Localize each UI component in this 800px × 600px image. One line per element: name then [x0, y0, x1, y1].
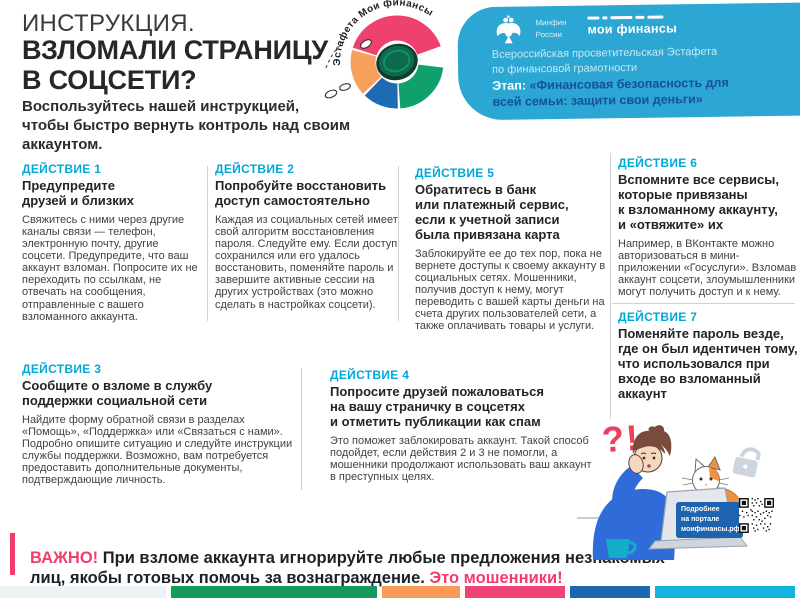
action-7-title: Поменяйте пароль везде, где он был идент…	[618, 326, 798, 401]
divider	[612, 303, 795, 304]
action-6-body: Например, в ВКонтакте можно авторизовать…	[618, 237, 797, 299]
brand-name: мои финансы	[587, 21, 678, 37]
relay-logo: Эстафета Мои финансы	[324, 0, 444, 109]
action-6-label: ДЕЙСТВИЕ 6	[618, 156, 698, 170]
stripe-segment	[382, 586, 460, 598]
action-card-2: ДЕЙСТВИЕ 2 Попробуйте восстановить досту…	[215, 162, 405, 311]
ministry-name: Минфин России	[535, 17, 567, 39]
action-2-label: ДЕЙСТВИЕ 2	[215, 162, 295, 176]
action-4-title: Попросите друзей пожаловаться на вашу ст…	[330, 384, 544, 429]
action-2-title: Попробуйте восстановить доступ самостоят…	[215, 178, 387, 208]
dashed-trail	[325, 41, 345, 69]
qr-code	[739, 498, 774, 533]
divider	[610, 153, 611, 419]
action-4-label: ДЕЙСТВИЕ 4	[330, 368, 410, 382]
action-card-4: ДЕЙСТВИЕ 4 Попросите друзей пожаловаться…	[330, 368, 592, 483]
divider	[301, 368, 302, 490]
action-1-body: Свяжитесь с ними через другие каналы свя…	[22, 213, 198, 323]
page-title: ВЗЛОМАЛИ СТРАНИЦУ В СОЦСЕТИ?	[22, 35, 328, 95]
alert-highlight-end: Это мошенники!	[429, 569, 563, 588]
action-6-title: Вспомните все сервисы, которые привязаны…	[618, 172, 779, 232]
open-padlock-icon	[732, 447, 761, 478]
action-card-6: ДЕЙСТВИЕ 6 Вспомните все сервисы, которы…	[618, 156, 798, 298]
action-3-label: ДЕЙСТВИЕ 3	[22, 362, 102, 376]
action-card-3: ДЕЙСТВИЕ 3 Сообщите о взломе в службу по…	[22, 362, 322, 486]
action-3-body: Найдите форму обратной связи в разделах …	[22, 413, 293, 487]
kicker: ИНСТРУКЦИЯ.	[22, 10, 195, 37]
intro-text: Воспользуйтесь нашей инструкцией, чтобы …	[22, 98, 351, 154]
stripe-segment	[655, 586, 795, 598]
action-1-title: Предупредите друзей и близких	[22, 178, 134, 208]
action-5-label: ДЕЙСТВИЕ 5	[415, 166, 495, 180]
action-card-7: ДЕЙСТВИЕ 7 Поменяйте пароль везде, где о…	[618, 310, 798, 407]
action-2-body: Каждая из социальных сетей имеет свой ал…	[215, 213, 398, 311]
action-4-body: Это поможет заблокировать аккаунт. Такой…	[330, 434, 592, 484]
stage-line: Этап: «Финансовая безопасность для всей …	[492, 74, 754, 110]
divider	[398, 166, 399, 321]
stripe-segment	[465, 586, 565, 598]
action-3-title: Сообщите о взломе в службу поддержки соц…	[22, 378, 213, 408]
alert-accent-bar	[10, 533, 15, 575]
stage-label: Этап:	[492, 78, 530, 93]
donut-segment-blue	[364, 76, 399, 109]
action-card-5: ДЕЙСТВИЕ 5 Обратитесь в банк или платежн…	[415, 166, 611, 332]
action-5-body: Заблокируйте ее до тех пор, пока не верн…	[415, 247, 606, 333]
stripe-segment	[0, 586, 166, 598]
portal-badge[interactable]: Подробнее на портале моифинансы.рф	[676, 502, 743, 539]
brand-stripe-icon	[587, 15, 665, 20]
coin-icon	[376, 43, 418, 81]
alert-text: ВАЖНО! При взломе аккаунта игнорируйте л…	[30, 548, 688, 589]
alert-body: При взломе аккаунта игнорируйте любые пр…	[30, 548, 665, 588]
divider	[207, 166, 208, 321]
gov-banner: Минфин России мои финансы Всероссийская …	[457, 2, 800, 121]
cup-icon	[606, 539, 637, 558]
stripe-segment	[570, 586, 650, 598]
worried-person-illustration	[577, 425, 761, 560]
donut-segment-orange	[350, 49, 382, 94]
action-7-label: ДЕЙСТВИЕ 7	[618, 310, 698, 324]
action-5-title: Обратитесь в банк или платежный сервис, …	[415, 182, 569, 242]
donut-segment-green	[397, 63, 444, 109]
action-card-1: ДЕЙСТВИЕ 1 Предупредите друзей и близких…	[22, 162, 200, 323]
program-name: Всероссийская просветительская Эстафета …	[491, 45, 718, 76]
action-1-label: ДЕЙСТВИЕ 1	[22, 162, 102, 176]
alert-highlight-start: ВАЖНО!	[30, 548, 99, 567]
stripe-segment	[171, 586, 377, 598]
footer-stripe-bar	[0, 586, 800, 598]
flying-coins-icon	[324, 39, 372, 99]
minfin-eagle-icon	[496, 15, 521, 44]
